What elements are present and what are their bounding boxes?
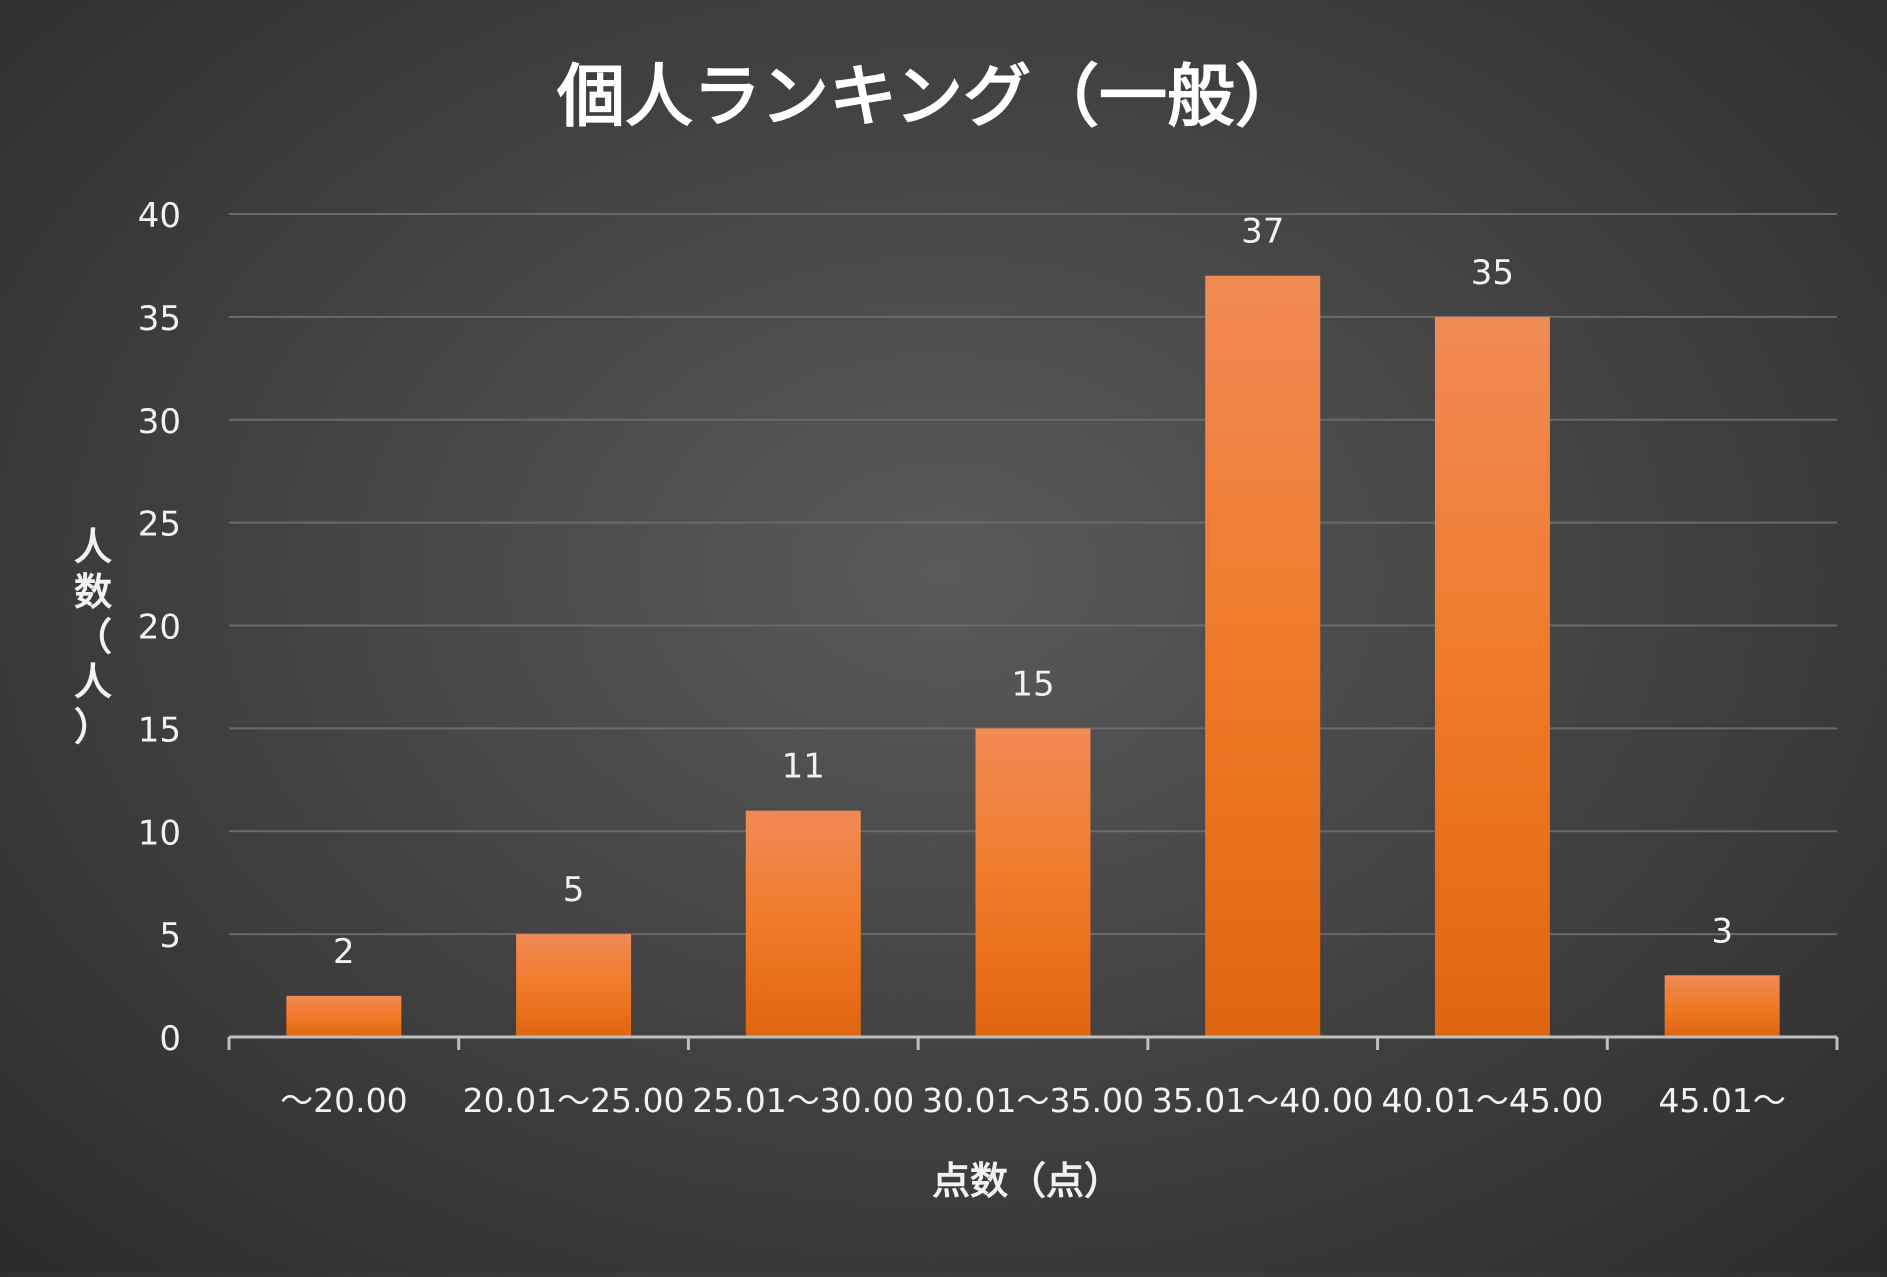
y-tick-label: 35: [138, 299, 181, 339]
x-tick-label: 20.01～25.00: [463, 1081, 685, 1120]
bars: [286, 275, 1780, 1038]
data-label: 3: [1711, 911, 1733, 951]
y-tick-label: 25: [138, 505, 181, 545]
bar: [1434, 316, 1550, 1037]
x-tick-label: ～20.00: [280, 1081, 407, 1120]
x-tick-label: 30.01～35.00: [922, 1081, 1144, 1120]
data-label: 15: [1011, 664, 1054, 704]
x-tick-label: 35.01～40.00: [1152, 1081, 1374, 1120]
bar: [745, 810, 861, 1037]
bar: [286, 995, 402, 1037]
chart-title: 個人ランキング（一般）: [556, 58, 1303, 137]
data-label: 2: [333, 932, 355, 972]
data-label: 35: [1471, 253, 1514, 293]
x-tick-label: 40.01～45.00: [1381, 1081, 1603, 1120]
y-axis-ticks: 0 5 10 15 20 25 30 35 40: [138, 196, 181, 1059]
bar: [1664, 975, 1780, 1037]
y-tick-label: 30: [138, 402, 181, 442]
data-label: 37: [1241, 212, 1284, 252]
x-tick-label: 25.01～30.00: [692, 1081, 914, 1120]
x-axis-title: 点数（点）: [932, 1159, 1122, 1203]
y-tick-label: 15: [138, 710, 181, 750]
data-labels: 2 5 11 15 37 35 3: [333, 212, 1733, 972]
y-tick-label: 10: [138, 813, 181, 853]
data-label: 5: [563, 870, 585, 910]
y-tick-label: 40: [138, 196, 181, 236]
bar: [1205, 275, 1321, 1038]
x-axis-ticks: ～20.00 20.01～25.00 25.01～30.00 30.01～35.00 3…: [280, 1081, 1786, 1120]
y-tick-label: 0: [159, 1019, 181, 1059]
data-label: 11: [782, 747, 825, 787]
bar: [975, 728, 1091, 1037]
x-axis: [227, 1035, 1839, 1050]
bar: [516, 934, 632, 1037]
y-tick-label: 5: [159, 916, 181, 956]
x-tick-label: 45.01～: [1658, 1081, 1785, 1120]
y-tick-label: 20: [138, 608, 181, 648]
y-axis-title: 人数（人）: [74, 525, 112, 749]
